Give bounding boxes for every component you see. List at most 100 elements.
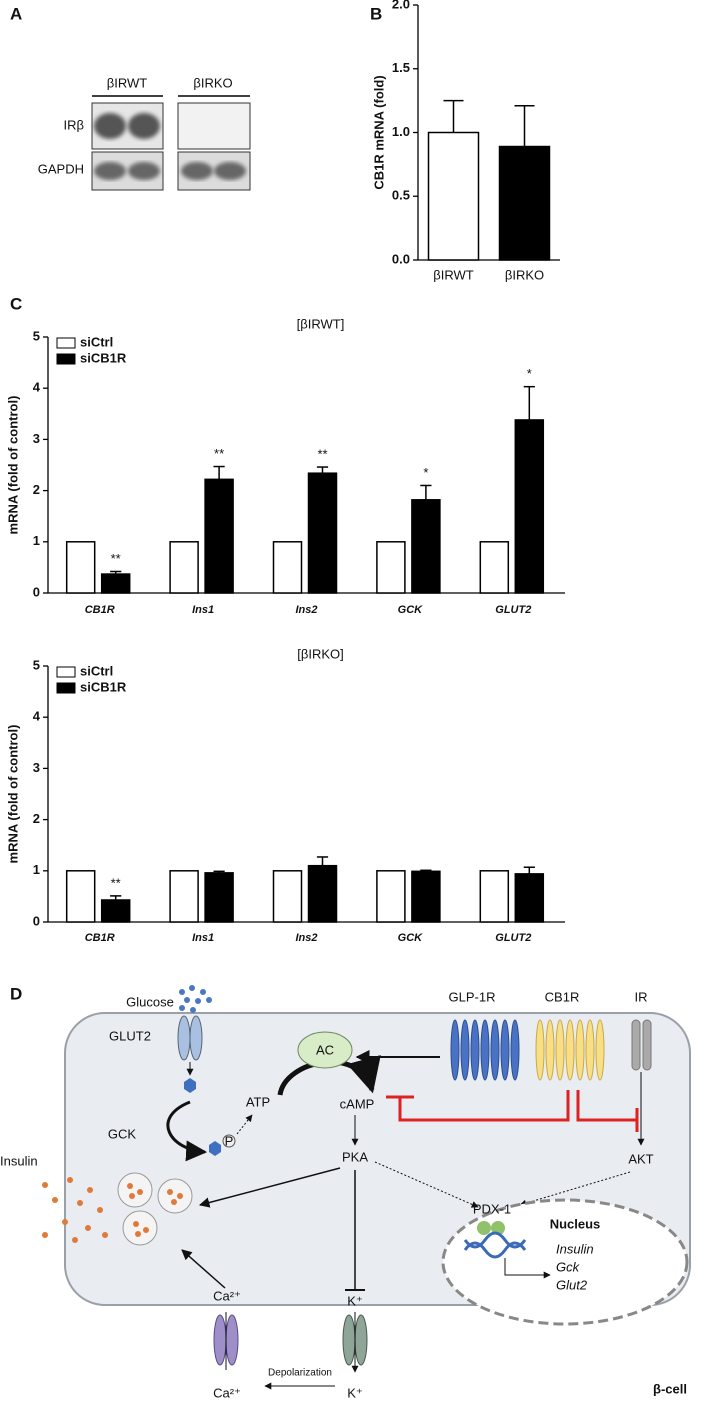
bar: [479, 541, 510, 594]
x-tick-label: GLUT2: [495, 604, 531, 616]
legend-label: siCB1R: [80, 679, 127, 694]
y-tick-label: 0.0: [392, 251, 410, 266]
bar: [100, 899, 131, 923]
y-axis-label: CB1R mRNA (fold): [371, 75, 386, 189]
label: PDX-1: [473, 1201, 511, 1216]
bar: [376, 541, 406, 594]
label: Depolarization: [268, 1368, 332, 1379]
x-tick-label: βIRKO: [505, 267, 544, 282]
label: K⁺: [347, 1293, 363, 1308]
blot-row: GAPDH: [38, 161, 84, 176]
label: Ca²⁺: [213, 1288, 241, 1303]
y-tick-label: 2: [33, 811, 40, 826]
y-tick-label: 1: [33, 862, 40, 877]
x-tick-label: Ins2: [295, 604, 317, 616]
bar: [479, 870, 510, 923]
y-tick-label: 4: [33, 709, 41, 724]
chart-title: [βIRWT]: [297, 316, 345, 331]
bar: [307, 472, 338, 594]
chart-title: [βIRKO]: [297, 646, 343, 661]
legend-label: siCB1R: [80, 350, 127, 365]
legend-swatch: [56, 682, 76, 694]
label: IR: [635, 989, 648, 1004]
y-tick-label: 1.0: [392, 124, 410, 139]
blot: βIRWT βIRKO IRβ GAPDH: [38, 75, 251, 191]
label: K⁺: [347, 1385, 363, 1400]
bar: [411, 499, 441, 594]
significance: *: [527, 366, 532, 381]
bar: [427, 131, 480, 261]
label: GCK: [108, 1126, 137, 1141]
label: Insulin: [0, 1153, 38, 1168]
significance: **: [317, 446, 327, 461]
significance: **: [214, 446, 224, 461]
y-tick-label: 4: [33, 380, 41, 395]
bar: [65, 870, 96, 923]
bar: [169, 870, 199, 923]
panel-label: B: [370, 4, 382, 23]
y-tick-label: 0: [33, 584, 40, 599]
bar: [272, 870, 303, 923]
x-tick-label: Ins1: [192, 932, 214, 944]
y-tick-label: 2: [33, 482, 40, 497]
bar: [411, 870, 441, 923]
label: Nucleus: [550, 1216, 601, 1231]
bar: [498, 145, 551, 261]
bar: [204, 478, 234, 594]
label: Ca²⁺: [213, 1385, 241, 1400]
y-tick-label: 3: [33, 431, 40, 446]
label: AC: [316, 1042, 334, 1057]
significance: **: [111, 551, 121, 566]
x-tick-label: CB1R: [85, 932, 115, 944]
y-tick-label: 0: [33, 913, 40, 928]
label: GLUT2: [109, 1028, 151, 1043]
legend-label: siCtrl: [80, 334, 113, 349]
gene: Glut2: [556, 1277, 588, 1292]
label: β-cell: [653, 1381, 687, 1396]
diagram: Glucose GLUT2 GCK P ATP AC cAMP PKA GLP-…: [0, 985, 691, 1400]
bar: [100, 573, 131, 594]
legend-label: siCtrl: [80, 663, 113, 678]
x-tick-label: GLUT2: [495, 932, 531, 944]
blot-group: βIRWT: [107, 75, 148, 90]
label: AKT: [628, 1151, 653, 1166]
y-axis-label: mRNA (fold of control): [5, 725, 20, 864]
bar: [514, 873, 545, 923]
gene: Insulin: [556, 1241, 594, 1256]
label: Glucose: [126, 994, 174, 1009]
label: PKA: [342, 1149, 368, 1164]
y-tick-label: 1: [33, 533, 40, 548]
label: ATP: [246, 1094, 270, 1109]
y-tick-label: 5: [33, 657, 40, 672]
panel-label: D: [10, 984, 22, 1003]
legend-swatch: [56, 353, 76, 365]
blot-row: IRβ: [64, 117, 84, 132]
x-tick-label: GCK: [398, 932, 424, 944]
panel-label: A: [10, 4, 22, 23]
x-tick-label: Ins1: [192, 604, 214, 616]
label: cAMP: [340, 1096, 375, 1111]
panel-label: C: [10, 294, 22, 313]
label: P: [225, 1133, 234, 1148]
bar: [376, 870, 406, 923]
x-tick-label: GCK: [398, 604, 424, 616]
legend-swatch: [56, 337, 76, 349]
bar: [65, 541, 96, 594]
x-tick-label: CB1R: [85, 604, 115, 616]
y-tick-label: 0.5: [392, 188, 410, 203]
bar: [307, 864, 338, 923]
blot-group: βIRKO: [193, 75, 232, 90]
bar: [169, 541, 199, 594]
label: GLP-1R: [449, 989, 496, 1004]
y-tick-label: 1.5: [392, 60, 410, 75]
label: CB1R: [545, 989, 580, 1004]
legend-swatch: [56, 666, 76, 678]
y-axis-label: mRNA (fold of control): [5, 396, 20, 535]
bar: [204, 872, 234, 923]
significance: **: [111, 875, 121, 890]
y-tick-label: 2.0: [392, 0, 410, 11]
x-tick-label: Ins2: [295, 932, 317, 944]
y-tick-label: 3: [33, 760, 40, 775]
y-tick-label: 5: [33, 328, 40, 343]
